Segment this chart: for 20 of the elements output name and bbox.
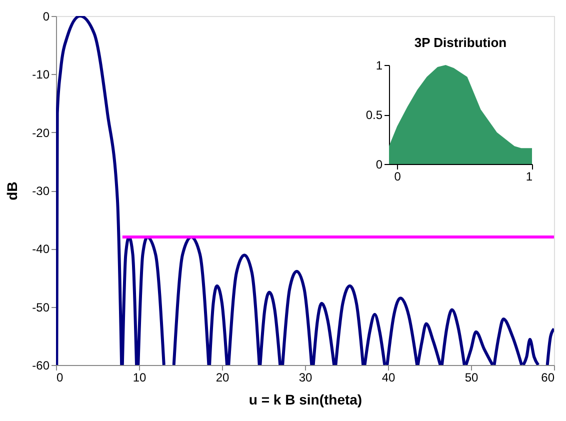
x-tick-label: 10 xyxy=(132,370,146,384)
chart-title: 3P Distribution xyxy=(414,35,507,50)
y-axis-title: dB xyxy=(4,182,20,200)
x-tick-label: 30 xyxy=(298,370,312,384)
y-tick-label: 1 xyxy=(376,58,383,72)
x-tick-label: 50 xyxy=(464,370,478,384)
y-tick-label: -10 xyxy=(32,68,50,82)
y-tick-label: -60 xyxy=(32,358,50,372)
x-tick-label: 20 xyxy=(216,370,230,384)
x-tick-label: 60 xyxy=(541,370,555,384)
x-tick-label: 40 xyxy=(382,370,396,384)
y-tick-label: -40 xyxy=(32,242,50,256)
y-tick-label: 0 xyxy=(376,158,383,172)
y-tick-label: -20 xyxy=(32,126,50,140)
x-tick-label: 0 xyxy=(56,370,64,384)
x-axis-title: u = k B sin(theta) xyxy=(248,392,362,408)
y-tick-label: 0 xyxy=(42,10,50,24)
y-tick-label: -50 xyxy=(32,300,50,314)
y-tick-label: -30 xyxy=(32,184,50,198)
y-tick-label: 0.5 xyxy=(366,108,383,122)
